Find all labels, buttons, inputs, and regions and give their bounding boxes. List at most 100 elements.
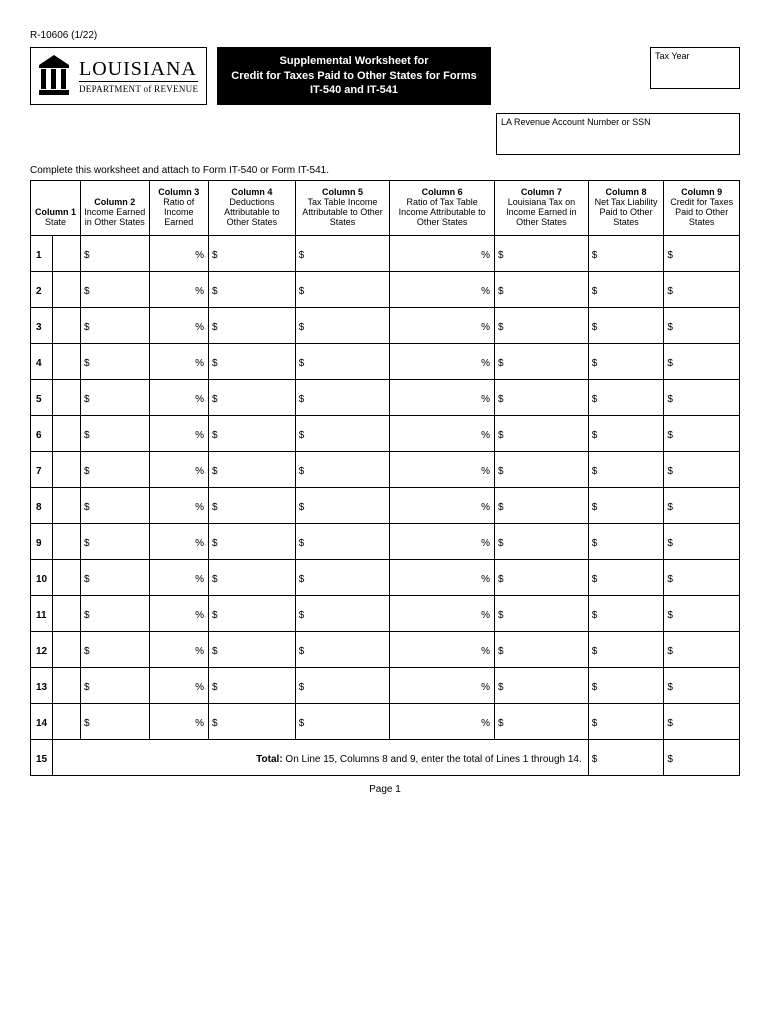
income-cell[interactable]: $	[81, 236, 150, 272]
ratio-taxtable-cell[interactable]: %	[390, 704, 495, 740]
deductions-cell[interactable]: $	[208, 488, 295, 524]
credit-cell[interactable]: $	[664, 236, 740, 272]
state-cell[interactable]	[53, 632, 81, 668]
deductions-cell[interactable]: $	[208, 380, 295, 416]
deductions-cell[interactable]: $	[208, 272, 295, 308]
deductions-cell[interactable]: $	[208, 668, 295, 704]
credit-cell[interactable]: $	[664, 524, 740, 560]
taxtable-income-cell[interactable]: $	[295, 704, 389, 740]
taxtable-income-cell[interactable]: $	[295, 488, 389, 524]
state-cell[interactable]	[53, 272, 81, 308]
credit-cell[interactable]: $	[664, 488, 740, 524]
income-cell[interactable]: $	[81, 344, 150, 380]
ratio-cell[interactable]: %	[149, 272, 208, 308]
ratio-taxtable-cell[interactable]: %	[390, 452, 495, 488]
ratio-taxtable-cell[interactable]: %	[390, 668, 495, 704]
la-tax-cell[interactable]: $	[495, 704, 589, 740]
ratio-cell[interactable]: %	[149, 344, 208, 380]
deductions-cell[interactable]: $	[208, 236, 295, 272]
ratio-taxtable-cell[interactable]: %	[390, 308, 495, 344]
deductions-cell[interactable]: $	[208, 416, 295, 452]
net-tax-cell[interactable]: $	[588, 668, 664, 704]
income-cell[interactable]: $	[81, 704, 150, 740]
deductions-cell[interactable]: $	[208, 524, 295, 560]
credit-cell[interactable]: $	[664, 632, 740, 668]
ratio-taxtable-cell[interactable]: %	[390, 416, 495, 452]
net-tax-cell[interactable]: $	[588, 632, 664, 668]
ratio-cell[interactable]: %	[149, 668, 208, 704]
state-cell[interactable]	[53, 236, 81, 272]
taxtable-income-cell[interactable]: $	[295, 596, 389, 632]
la-tax-cell[interactable]: $	[495, 380, 589, 416]
net-tax-cell[interactable]: $	[588, 344, 664, 380]
tax-year-field[interactable]: Tax Year	[650, 47, 740, 89]
total-net-tax-cell[interactable]: $	[588, 740, 664, 776]
ratio-cell[interactable]: %	[149, 236, 208, 272]
credit-cell[interactable]: $	[664, 308, 740, 344]
state-cell[interactable]	[53, 344, 81, 380]
taxtable-income-cell[interactable]: $	[295, 560, 389, 596]
income-cell[interactable]: $	[81, 596, 150, 632]
credit-cell[interactable]: $	[664, 344, 740, 380]
ratio-cell[interactable]: %	[149, 704, 208, 740]
ratio-cell[interactable]: %	[149, 560, 208, 596]
net-tax-cell[interactable]: $	[588, 380, 664, 416]
taxtable-income-cell[interactable]: $	[295, 668, 389, 704]
ratio-taxtable-cell[interactable]: %	[390, 524, 495, 560]
taxtable-income-cell[interactable]: $	[295, 452, 389, 488]
state-cell[interactable]	[53, 560, 81, 596]
deductions-cell[interactable]: $	[208, 452, 295, 488]
ratio-taxtable-cell[interactable]: %	[390, 344, 495, 380]
credit-cell[interactable]: $	[664, 416, 740, 452]
state-cell[interactable]	[53, 308, 81, 344]
ratio-cell[interactable]: %	[149, 524, 208, 560]
la-tax-cell[interactable]: $	[495, 668, 589, 704]
net-tax-cell[interactable]: $	[588, 524, 664, 560]
ratio-cell[interactable]: %	[149, 488, 208, 524]
credit-cell[interactable]: $	[664, 380, 740, 416]
net-tax-cell[interactable]: $	[588, 416, 664, 452]
income-cell[interactable]: $	[81, 668, 150, 704]
la-tax-cell[interactable]: $	[495, 236, 589, 272]
state-cell[interactable]	[53, 704, 81, 740]
income-cell[interactable]: $	[81, 632, 150, 668]
net-tax-cell[interactable]: $	[588, 488, 664, 524]
la-tax-cell[interactable]: $	[495, 524, 589, 560]
income-cell[interactable]: $	[81, 452, 150, 488]
net-tax-cell[interactable]: $	[588, 560, 664, 596]
ratio-taxtable-cell[interactable]: %	[390, 632, 495, 668]
state-cell[interactable]	[53, 524, 81, 560]
credit-cell[interactable]: $	[664, 596, 740, 632]
income-cell[interactable]: $	[81, 308, 150, 344]
state-cell[interactable]	[53, 668, 81, 704]
income-cell[interactable]: $	[81, 488, 150, 524]
net-tax-cell[interactable]: $	[588, 308, 664, 344]
state-cell[interactable]	[53, 380, 81, 416]
ratio-taxtable-cell[interactable]: %	[390, 488, 495, 524]
la-tax-cell[interactable]: $	[495, 632, 589, 668]
la-tax-cell[interactable]: $	[495, 452, 589, 488]
credit-cell[interactable]: $	[664, 704, 740, 740]
deductions-cell[interactable]: $	[208, 632, 295, 668]
taxtable-income-cell[interactable]: $	[295, 344, 389, 380]
income-cell[interactable]: $	[81, 560, 150, 596]
deductions-cell[interactable]: $	[208, 308, 295, 344]
net-tax-cell[interactable]: $	[588, 236, 664, 272]
total-credit-cell[interactable]: $	[664, 740, 740, 776]
ratio-taxtable-cell[interactable]: %	[390, 236, 495, 272]
taxtable-income-cell[interactable]: $	[295, 236, 389, 272]
state-cell[interactable]	[53, 452, 81, 488]
credit-cell[interactable]: $	[664, 560, 740, 596]
deductions-cell[interactable]: $	[208, 596, 295, 632]
ratio-cell[interactable]: %	[149, 452, 208, 488]
income-cell[interactable]: $	[81, 416, 150, 452]
taxtable-income-cell[interactable]: $	[295, 632, 389, 668]
la-tax-cell[interactable]: $	[495, 308, 589, 344]
ratio-cell[interactable]: %	[149, 632, 208, 668]
net-tax-cell[interactable]: $	[588, 452, 664, 488]
la-tax-cell[interactable]: $	[495, 560, 589, 596]
ratio-taxtable-cell[interactable]: %	[390, 596, 495, 632]
credit-cell[interactable]: $	[664, 452, 740, 488]
la-tax-cell[interactable]: $	[495, 488, 589, 524]
credit-cell[interactable]: $	[664, 272, 740, 308]
